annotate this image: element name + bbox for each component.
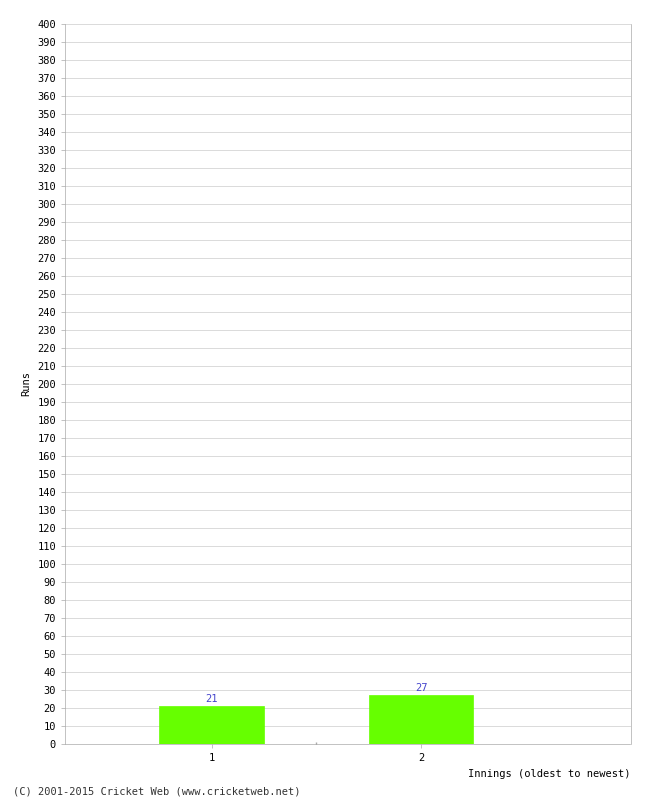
Text: 21: 21 bbox=[205, 694, 218, 703]
Text: (C) 2001-2015 Cricket Web (www.cricketweb.net): (C) 2001-2015 Cricket Web (www.cricketwe… bbox=[13, 786, 300, 796]
Text: 27: 27 bbox=[415, 682, 427, 693]
Bar bbox=[369, 695, 473, 744]
Bar bbox=[159, 706, 264, 744]
Text: Innings (oldest to newest): Innings (oldest to newest) bbox=[468, 769, 630, 779]
Y-axis label: Runs: Runs bbox=[21, 371, 32, 397]
